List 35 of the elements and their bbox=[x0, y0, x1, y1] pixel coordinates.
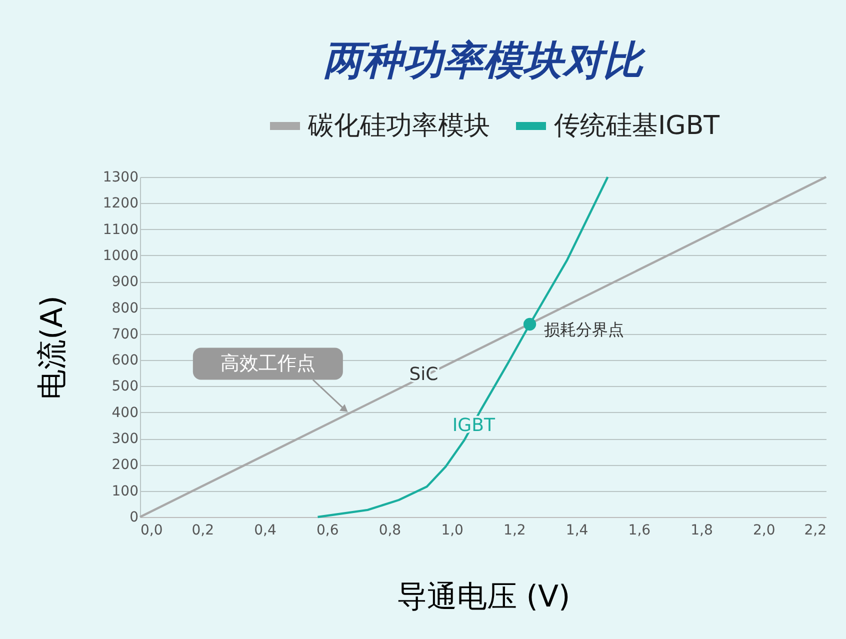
y-axis-title: 电流(A) bbox=[34, 296, 70, 400]
y-tick-label: 900 bbox=[112, 274, 138, 290]
y-tick-label: 100 bbox=[112, 483, 138, 500]
x-tick-label: 1,6 bbox=[628, 522, 651, 538]
y-tick-label: 300 bbox=[112, 431, 138, 448]
y-tick-label: 1100 bbox=[102, 222, 138, 238]
x-tick-label: 1,4 bbox=[566, 522, 588, 538]
chart-title: 两种功率模块对比 bbox=[323, 38, 646, 84]
annotation: 损耗分界点 bbox=[544, 320, 624, 340]
x-axis-title: 导通电压 (V) bbox=[396, 580, 570, 614]
y-tick-label: 800 bbox=[112, 300, 138, 316]
x-tick-label: 0,4 bbox=[254, 522, 276, 538]
y-tick-label: 700 bbox=[112, 326, 138, 342]
annotation: 高效工作点 bbox=[220, 352, 316, 375]
x-tick-label: 1,2 bbox=[504, 522, 526, 538]
y-tick-label: 1300 bbox=[102, 170, 138, 186]
legend-label: 传统硅基IGBT bbox=[554, 111, 720, 141]
x-tick-label: 1,0 bbox=[441, 522, 464, 538]
y-tick-label: 1200 bbox=[102, 196, 138, 212]
annotation: SiC bbox=[409, 364, 438, 385]
x-tick-label: 0,8 bbox=[378, 522, 402, 538]
y-tick-label: 1000 bbox=[102, 248, 138, 264]
line-series bbox=[316, 176, 609, 518]
y-tick-label: 600 bbox=[112, 352, 138, 369]
x-tick-label: 0,2 bbox=[192, 522, 214, 538]
x-tick-label: 1,8 bbox=[690, 522, 713, 538]
x-tick-label: 0,6 bbox=[316, 522, 339, 538]
x-tick-label: 2,0 bbox=[753, 522, 776, 538]
x-tick-label: 2,2 bbox=[804, 522, 826, 538]
y-tick-label: 0 bbox=[130, 510, 138, 526]
y-tick-label: 200 bbox=[112, 457, 138, 474]
y-tick-label: 400 bbox=[112, 404, 138, 421]
y-tick-label: 500 bbox=[112, 378, 138, 395]
legend-label: 碳化硅功率模块 bbox=[307, 111, 490, 141]
x-tick-label: 0,0 bbox=[140, 522, 163, 538]
